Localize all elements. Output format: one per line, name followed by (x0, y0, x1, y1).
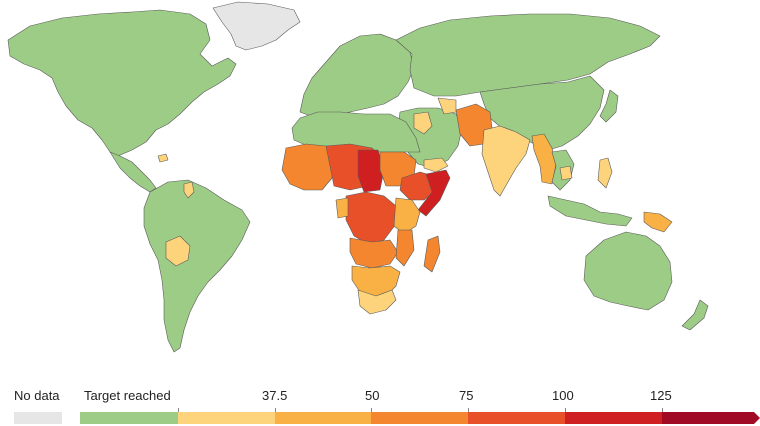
region-yemen[interactable] (423, 157, 449, 173)
legend-no-data-label: No data (14, 388, 60, 403)
region-cambodia[interactable] (559, 165, 573, 181)
region-haiti[interactable] (157, 153, 169, 163)
region-australia[interactable] (583, 231, 673, 311)
legend-tick-label-2: 50 (365, 388, 380, 403)
legend-swatch-band-3[interactable] (371, 412, 468, 424)
legend-tick-mark (178, 408, 179, 412)
legend-swatch-band-1[interactable] (178, 412, 275, 424)
region-bolivia[interactable] (165, 235, 191, 267)
legend-swatch-band-4[interactable] (468, 412, 565, 424)
legend-swatch-band-2[interactable] (275, 412, 371, 424)
region-central-america[interactable] (109, 151, 157, 193)
region-philippines[interactable] (597, 157, 613, 189)
region-angola[interactable] (349, 237, 399, 269)
region-europe[interactable] (299, 33, 415, 119)
region-chad[interactable] (357, 149, 385, 193)
legend-tick-label-5: 125 (650, 388, 672, 403)
legend-tick-label-3: 75 (459, 388, 474, 403)
region-north-america[interactable] (7, 9, 237, 157)
legend-tick-label-4: 100 (552, 388, 574, 403)
legend-tick-mark (662, 408, 663, 412)
legend-swatch-band-5[interactable] (565, 412, 662, 424)
region-russia[interactable] (395, 13, 661, 97)
legend-tick-mark (275, 408, 276, 412)
region-guyana[interactable] (183, 181, 195, 199)
legend-tick-mark (565, 408, 566, 412)
region-japan[interactable] (599, 89, 619, 123)
legend: No data Target reached 37.5 50 75 100 12… (0, 388, 760, 426)
legend-tick-mark (468, 408, 469, 412)
region-drc[interactable] (345, 191, 397, 245)
region-east-africa[interactable] (393, 197, 421, 235)
region-south-africa[interactable] (357, 289, 397, 315)
region-iran[interactable] (437, 97, 457, 115)
legend-target-label: Target reached (84, 388, 171, 403)
region-west-africa[interactable] (281, 143, 335, 191)
region-congo[interactable] (335, 197, 349, 219)
legend-swatch-no-data[interactable] (14, 412, 62, 424)
legend-tick-mark (371, 408, 372, 412)
region-somalia[interactable] (417, 169, 451, 217)
legend-swatch-target[interactable] (80, 412, 178, 424)
region-mozambique[interactable] (395, 229, 415, 267)
region-north-africa[interactable] (291, 111, 421, 153)
region-greenland[interactable] (212, 1, 301, 51)
legend-swatch-band-6[interactable] (662, 412, 760, 424)
region-india[interactable] (481, 125, 531, 197)
region-iraq[interactable] (413, 111, 433, 135)
region-myanmar[interactable] (531, 133, 557, 185)
region-south-america[interactable] (143, 179, 251, 353)
region-indonesia[interactable] (547, 195, 633, 227)
region-madagascar[interactable] (423, 235, 441, 273)
world-map (7, 1, 709, 353)
region-new-zealand[interactable] (681, 299, 709, 331)
legend-tick-label-1: 37.5 (262, 388, 288, 403)
region-papua-new-guinea[interactable] (643, 211, 673, 233)
